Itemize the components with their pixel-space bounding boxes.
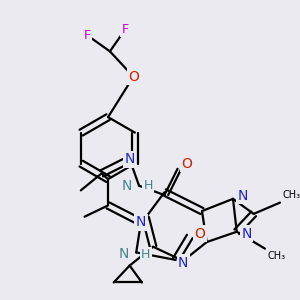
Text: O: O	[128, 70, 139, 84]
Text: N: N	[242, 226, 252, 241]
Text: N: N	[124, 152, 135, 167]
Text: O: O	[182, 157, 192, 171]
Text: H: H	[144, 179, 153, 192]
Text: CH₃: CH₃	[268, 251, 286, 262]
Text: CH₃: CH₃	[283, 190, 300, 200]
Text: N: N	[121, 179, 131, 193]
Text: N: N	[118, 247, 129, 261]
Text: O: O	[194, 226, 206, 241]
Text: F: F	[84, 29, 91, 42]
Text: N: N	[178, 256, 188, 270]
Text: N: N	[238, 189, 248, 203]
Text: N: N	[136, 215, 146, 229]
Text: F: F	[122, 23, 128, 36]
Text: H: H	[141, 248, 150, 261]
